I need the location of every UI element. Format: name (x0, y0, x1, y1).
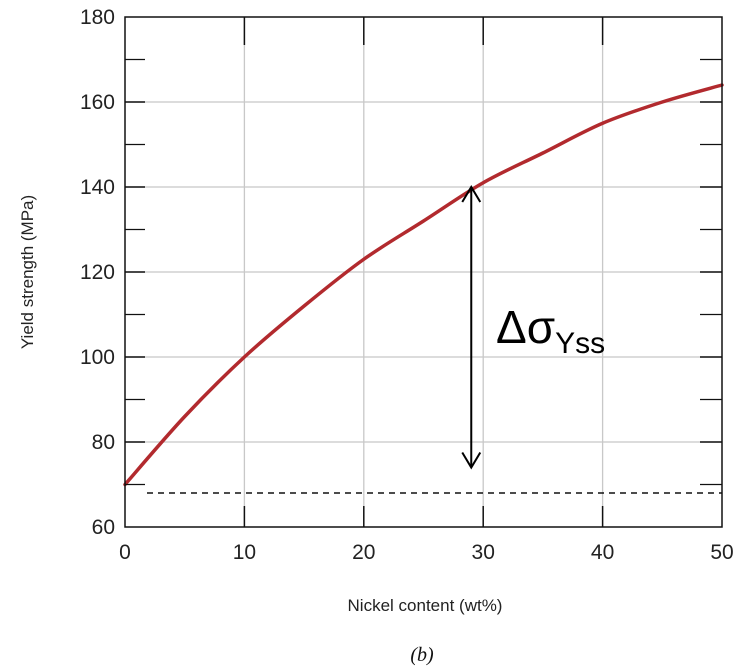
y-tick-label-6: 180 (80, 6, 115, 29)
x-tick-label-5: 50 (710, 541, 733, 564)
series-line-0 (123, 83, 724, 487)
y-tick-label-3: 120 (80, 261, 115, 284)
delta-sigma-main: Δσ (496, 301, 555, 353)
annotation-group: ΔσYss (461, 185, 605, 470)
series-group (123, 83, 724, 487)
y-axis-title: Yield strength (MPa) (18, 195, 37, 349)
x-axis-title: Nickel content (wt%) (348, 596, 503, 615)
delta-sigma-subscript: Yss (555, 327, 605, 360)
delta-arrow-head-top (461, 185, 482, 203)
delta-sigma-label: ΔσYss (496, 301, 605, 360)
y-tick-label-0: 60 (92, 516, 115, 539)
x-tick-label-0: 0 (119, 541, 131, 564)
panel-label: (b) (410, 644, 434, 666)
axis-titles-group: Nickel content (wt%) Yield strength (MPa… (18, 195, 502, 666)
y-tick-label-5: 160 (80, 91, 115, 114)
y-tick-label-4: 140 (80, 176, 115, 199)
x-tick-label-2: 20 (352, 541, 375, 564)
delta-arrow-head-bottom (461, 451, 482, 470)
plot-frame-group (124, 16, 723, 528)
x-tick-label-4: 40 (591, 541, 614, 564)
y-tick-label-1: 80 (92, 431, 115, 454)
tick-labels-group: 0 10 20 30 40 50 60 80 100 120 140 160 180 (80, 6, 734, 564)
grid (125, 17, 722, 527)
y-tick-label-2: 100 (80, 346, 115, 369)
x-tick-label-1: 10 (233, 541, 256, 564)
x-tick-label-3: 30 (472, 541, 495, 564)
